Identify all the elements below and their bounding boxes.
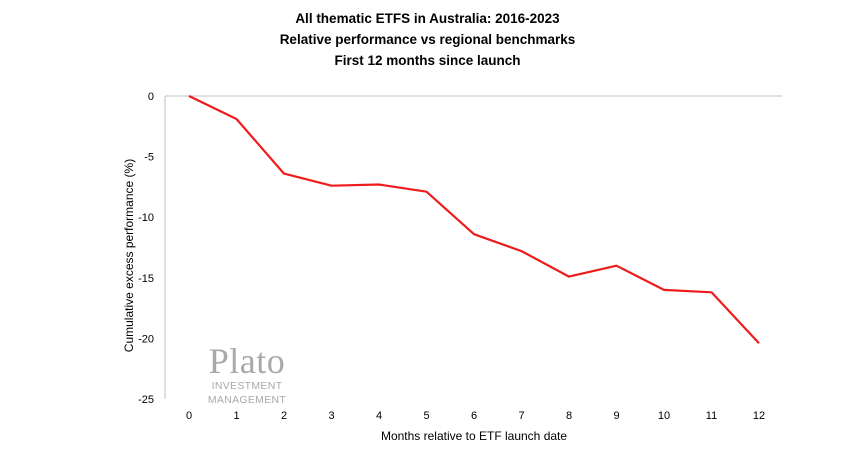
- x-tick-label: 12: [753, 410, 765, 422]
- watermark-subtitle: INVESTMENT MANAGEMENT: [207, 380, 287, 406]
- y-tick-label: -15: [138, 273, 154, 285]
- x-tick-label: 1: [233, 410, 239, 422]
- x-tick-label: 5: [423, 410, 429, 422]
- x-tick-label: 2: [281, 410, 287, 422]
- y-axis-title: Cumulative excess performance (%): [122, 159, 136, 352]
- y-tick-label: 0: [148, 91, 154, 103]
- series-line: [188, 95, 760, 344]
- x-tick-label: 9: [613, 410, 619, 422]
- watermark-logo-text: Plato: [208, 341, 286, 381]
- x-tick-label: 3: [328, 410, 334, 422]
- x-tick-label: 7: [518, 410, 524, 422]
- x-tick-label: 6: [471, 410, 477, 422]
- x-axis-title: Months relative to ETF launch date: [381, 429, 567, 443]
- chart-title-line-3: First 12 months since launch: [334, 53, 521, 68]
- y-tick-label: -5: [144, 152, 154, 164]
- x-tick-label: 0: [186, 410, 192, 422]
- chart-title: All thematic ETFS in Australia: 2016-202…: [0, 8, 855, 71]
- chart-title-line-2: Relative performance vs regional benchma…: [279, 32, 576, 47]
- plato-watermark-logo: Plato INVESTMENT MANAGEMENT: [172, 343, 322, 407]
- y-tick-label: -25: [138, 394, 154, 406]
- y-tick-label: -20: [138, 333, 154, 345]
- x-tick-label: 10: [658, 410, 670, 422]
- x-tick-label: 11: [706, 410, 717, 422]
- x-tick-label: 8: [566, 410, 572, 422]
- chart-title-line-1: All thematic ETFS in Australia: 2016-202…: [295, 11, 560, 26]
- x-tick-label: 4: [376, 410, 382, 422]
- y-tick-label: -10: [138, 212, 154, 224]
